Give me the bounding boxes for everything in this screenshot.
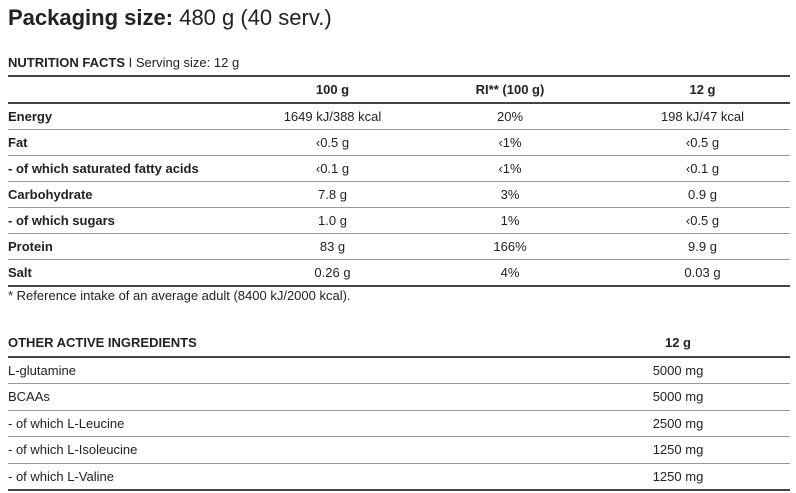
value-cell: 0.26 g bbox=[260, 259, 405, 287]
table-row: - of which sugars 1.0 g 1% ‹0.5 g bbox=[8, 207, 790, 234]
value-cell: 20% bbox=[405, 103, 615, 130]
value-cell: 166% bbox=[405, 233, 615, 260]
spacer bbox=[766, 330, 790, 358]
table-row: Salt 0.26 g 4% 0.03 g bbox=[8, 259, 790, 287]
nutrient-label: Carbohydrate bbox=[8, 181, 260, 208]
spacer bbox=[766, 383, 790, 411]
value-cell: 1649 kJ/388 kcal bbox=[260, 103, 405, 130]
table-row: L-glutamine 5000 mg bbox=[8, 356, 790, 384]
nutrition-title: NUTRITION FACTS bbox=[8, 55, 125, 70]
packaging-label: Packaging size: bbox=[8, 5, 174, 30]
value-cell: ‹0.5 g bbox=[615, 129, 790, 156]
value-cell: 2500 mg bbox=[590, 410, 766, 437]
nutrition-table: 100 g RI** (100 g) 12 g Energy 1649 kJ/38… bbox=[8, 75, 790, 287]
spacer bbox=[766, 356, 790, 384]
nutrient-label: Salt bbox=[8, 259, 260, 287]
packaging-size: Packaging size: 480 g (40 serv.) bbox=[8, 5, 332, 31]
table-row: Carbohydrate 7.8 g 3% 0.9 g bbox=[8, 181, 790, 208]
value-cell: 3% bbox=[405, 181, 615, 208]
value-cell: 1250 mg bbox=[590, 436, 766, 464]
spacer bbox=[766, 436, 790, 464]
value-cell: ‹0.1 g bbox=[260, 155, 405, 182]
header-100g: 100 g bbox=[260, 75, 405, 104]
table-row: - of which L-Leucine 2500 mg bbox=[8, 410, 790, 437]
value-cell: 1250 mg bbox=[590, 463, 766, 491]
ingredient-label: - of which L-Isoleucine bbox=[8, 436, 590, 464]
header-ri: RI** (100 g) bbox=[405, 75, 615, 104]
table-row: - of which L-Isoleucine 1250 mg bbox=[8, 436, 790, 464]
header-cell bbox=[8, 75, 260, 104]
nutrition-heading: NUTRITION FACTS I Serving size: 12 g bbox=[8, 55, 239, 70]
value-cell: 9.9 g bbox=[615, 233, 790, 260]
table-row: Energy 1649 kJ/388 kcal 20% 198 kJ/47 kcal bbox=[8, 103, 790, 130]
nutrient-label: - of which sugars bbox=[8, 207, 260, 234]
value-cell: 83 g bbox=[260, 233, 405, 260]
serving-size: I Serving size: 12 g bbox=[128, 55, 240, 70]
value-cell: 1.0 g bbox=[260, 207, 405, 234]
header-12g: 12 g bbox=[590, 330, 766, 358]
nutrient-label: Protein bbox=[8, 233, 260, 260]
table-header: OTHER ACTIVE INGREDIENTS 12 g bbox=[8, 330, 790, 358]
nutrient-label: - of which saturated fatty acids bbox=[8, 155, 260, 182]
value-cell: 198 kJ/47 kcal bbox=[615, 103, 790, 130]
value-cell: 5000 mg bbox=[590, 383, 766, 411]
ingredient-label: BCAAs bbox=[8, 383, 590, 411]
table-header: 100 g RI** (100 g) 12 g bbox=[8, 75, 790, 104]
value-cell: ‹0.1 g bbox=[615, 155, 790, 182]
value-cell: 4% bbox=[405, 259, 615, 287]
spacer bbox=[766, 463, 790, 491]
table-row: - of which saturated fatty acids ‹0.1 g ‹1… bbox=[8, 155, 790, 182]
table-row: - of which L-Valine 1250 mg bbox=[8, 463, 790, 491]
footnote: * Reference intake of an average adult (… bbox=[8, 288, 351, 303]
ingredient-label: L-glutamine bbox=[8, 356, 590, 384]
other-title: OTHER ACTIVE INGREDIENTS bbox=[8, 330, 590, 358]
nutrient-label: Energy bbox=[8, 103, 260, 130]
value-cell: ‹1% bbox=[405, 129, 615, 156]
value-cell: 5000 mg bbox=[590, 356, 766, 384]
value-cell: ‹0.5 g bbox=[615, 207, 790, 234]
ingredient-label: - of which L-Leucine bbox=[8, 410, 590, 437]
value-cell: 7.8 g bbox=[260, 181, 405, 208]
value-cell: 1% bbox=[405, 207, 615, 234]
ingredient-label: - of which L-Valine bbox=[8, 463, 590, 491]
table-row: Fat ‹0.5 g ‹1% ‹0.5 g bbox=[8, 129, 790, 156]
table-row: Protein 83 g 166% 9.9 g bbox=[8, 233, 790, 260]
value-cell: ‹0.5 g bbox=[260, 129, 405, 156]
nutrient-label: Fat bbox=[8, 129, 260, 156]
value-cell: ‹1% bbox=[405, 155, 615, 182]
value-cell: 0.03 g bbox=[615, 259, 790, 287]
header-12g: 12 g bbox=[615, 75, 790, 104]
table-row: BCAAs 5000 mg bbox=[8, 383, 790, 411]
spacer bbox=[766, 410, 790, 437]
value-cell: 0.9 g bbox=[615, 181, 790, 208]
packaging-value: 480 g (40 serv.) bbox=[179, 5, 332, 30]
other-ingredients-table: OTHER ACTIVE INGREDIENTS 12 g L-glutamin… bbox=[8, 330, 790, 491]
